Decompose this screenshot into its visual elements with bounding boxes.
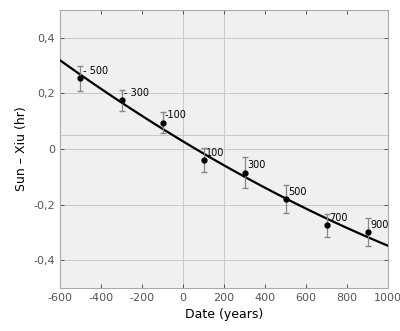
Text: 100: 100: [206, 148, 224, 158]
Text: 700: 700: [329, 213, 348, 223]
Text: - 300: - 300: [124, 88, 149, 98]
Text: 300: 300: [247, 160, 265, 170]
Text: 500: 500: [288, 187, 306, 197]
Text: 900: 900: [370, 220, 388, 230]
Y-axis label: Sun – Xiu (hr): Sun – Xiu (hr): [15, 107, 28, 191]
Text: - 500: - 500: [83, 66, 108, 76]
Text: -100: -100: [165, 110, 187, 120]
X-axis label: Date (years): Date (years): [185, 308, 263, 321]
